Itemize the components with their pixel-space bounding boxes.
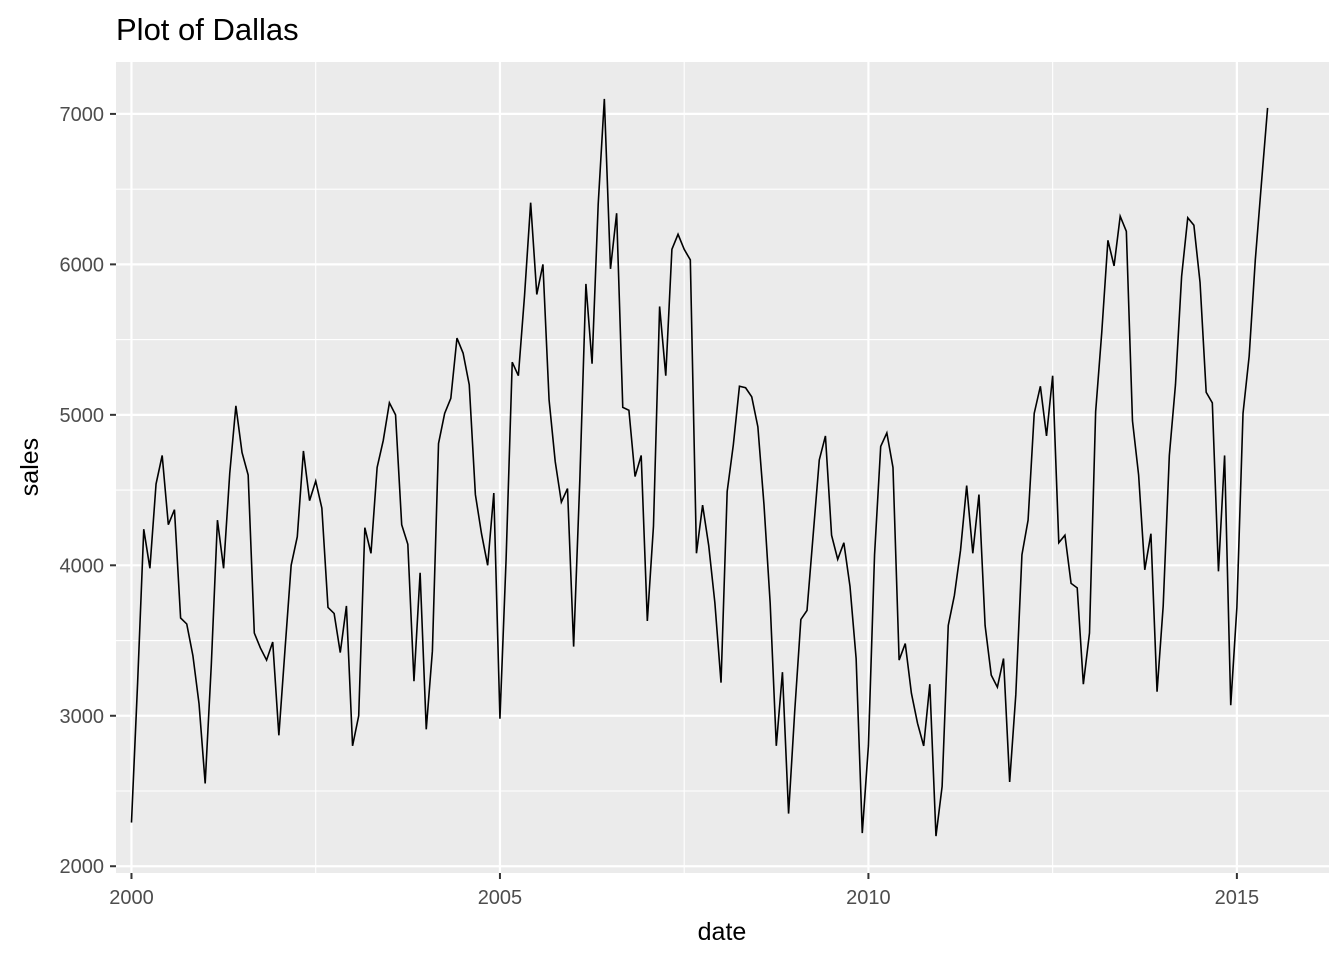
x-tick-label: 2015 (1215, 887, 1260, 909)
series-line (130, 98, 1269, 837)
y-tick-label: 5000 (60, 405, 105, 427)
x-tick-label: 2005 (478, 887, 523, 909)
y-tick-label: 3000 (60, 706, 105, 728)
chart-title: Plot of Dallas (116, 12, 299, 47)
series-layer (130, 98, 1269, 837)
y-tick-label: 4000 (60, 555, 105, 577)
x-axis-title: date (698, 918, 747, 946)
x-tick-label: 2010 (846, 887, 891, 909)
major-gridlines (116, 62, 1329, 873)
x-tick-label: 2000 (109, 887, 154, 909)
y-tick-label: 2000 (60, 856, 105, 878)
y-axis: 2000 3000 4000 5000 6000 7000 (60, 104, 116, 878)
plot-panel (116, 62, 1329, 873)
x-axis: 2000 2005 2010 2015 (109, 873, 1259, 909)
y-tick-label: 7000 (60, 104, 105, 126)
y-axis-title: sales (16, 438, 44, 496)
y-tick-label: 6000 (60, 254, 105, 276)
